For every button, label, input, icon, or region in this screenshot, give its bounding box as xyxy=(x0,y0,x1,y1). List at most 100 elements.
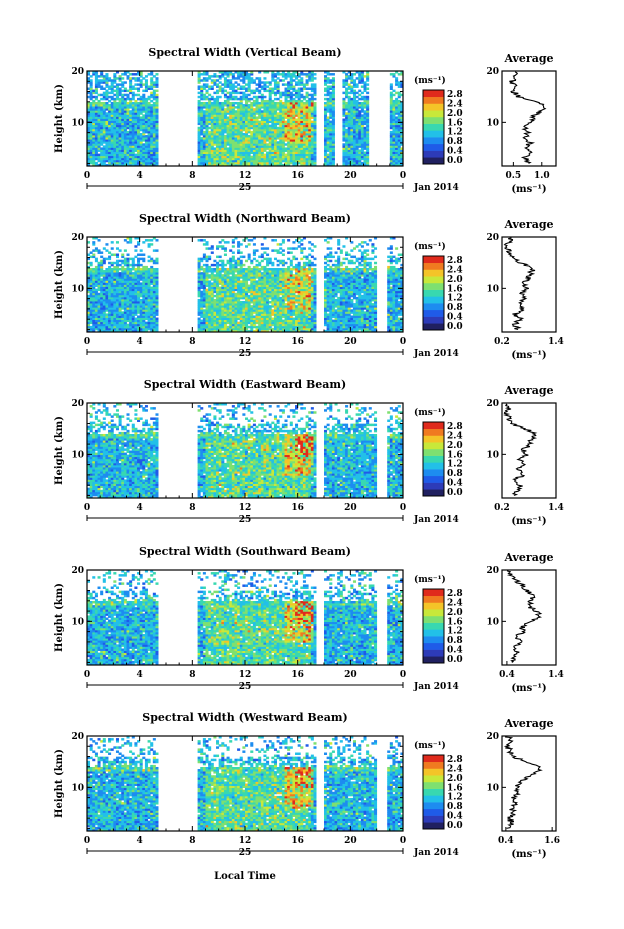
heatmap-cell xyxy=(213,141,217,144)
heatmap-cell xyxy=(123,143,127,146)
heatmap-cell xyxy=(239,95,243,99)
heatmap-cell xyxy=(347,118,351,121)
heatmap-cell xyxy=(213,122,217,126)
heatmap-cell xyxy=(105,157,109,161)
heatmap-cell xyxy=(137,153,141,157)
heatmap-cell xyxy=(263,139,267,142)
heatmap-cell xyxy=(210,116,214,119)
heatmap-cell xyxy=(126,163,130,167)
heatmap-cell xyxy=(302,161,306,165)
heatmap-cell xyxy=(129,124,133,128)
heatmap-cell xyxy=(218,157,222,161)
heatmap-cell xyxy=(245,132,249,136)
heatmap-cell xyxy=(108,122,112,126)
heatmap-cell xyxy=(305,139,309,142)
heatmap-cell xyxy=(134,87,138,90)
heatmap-cell xyxy=(355,143,359,146)
heatmap-cell xyxy=(395,120,399,124)
heatmap-cell xyxy=(331,101,335,105)
heatmap-cell xyxy=(302,104,306,107)
heatmap-cell xyxy=(305,153,309,157)
heatmap-cell xyxy=(226,128,230,132)
heatmap-cell xyxy=(218,114,222,117)
heatmap-cell xyxy=(142,161,146,165)
heatmap-cell xyxy=(92,141,96,144)
heatmap-cell xyxy=(150,122,154,126)
heatmap-cell xyxy=(245,122,249,126)
heatmap-cell xyxy=(234,89,238,93)
heatmap-cell xyxy=(279,124,283,128)
heatmap-cell xyxy=(150,104,154,107)
heatmap-cell xyxy=(352,106,356,109)
heatmap-cell xyxy=(221,114,225,117)
heatmap-cell xyxy=(97,93,101,97)
heatmap-cell xyxy=(234,120,238,124)
heatmap-cell xyxy=(200,101,204,105)
heatmap-cell xyxy=(313,135,317,138)
heatmap-cell xyxy=(326,118,330,121)
heatmap-cell xyxy=(271,153,275,157)
heatmap-cell xyxy=(94,163,98,167)
heatmap-cell xyxy=(226,151,230,155)
heatmap-cell xyxy=(144,97,148,101)
heatmap-cell xyxy=(139,106,143,109)
heatmap-cell xyxy=(115,124,119,128)
heatmap-cell xyxy=(242,104,246,107)
heatmap-cell xyxy=(347,108,351,111)
heatmap-cell xyxy=(258,149,262,152)
heatmap-cell xyxy=(250,124,254,128)
heatmap-cell xyxy=(326,132,330,136)
heatmap-cell xyxy=(395,110,399,113)
heatmap-cell xyxy=(400,101,404,105)
heatmap-cell xyxy=(310,124,314,128)
heatmap-cell xyxy=(152,110,156,113)
heatmap-cell xyxy=(237,163,241,167)
heatmap-cell xyxy=(268,151,272,155)
heatmap-cell xyxy=(313,122,317,126)
heatmap-cell xyxy=(310,143,314,146)
heatmap-cell xyxy=(115,101,119,105)
heatmap-cell xyxy=(329,151,333,155)
heatmap-cell xyxy=(197,104,201,107)
heatmap-cell xyxy=(152,145,156,148)
heatmap-cell xyxy=(302,116,306,119)
heatmap-cell xyxy=(221,163,225,167)
heatmap-cell xyxy=(129,73,133,76)
heatmap-cell xyxy=(292,147,296,150)
heatmap-cell xyxy=(197,101,201,105)
heatmap-cell xyxy=(231,95,235,99)
heatmap-cell xyxy=(97,122,101,126)
heatmap-cell xyxy=(142,106,146,109)
heatmap-cell xyxy=(100,159,104,163)
heatmap-cell xyxy=(242,153,246,157)
heatmap-cell xyxy=(92,108,96,111)
heatmap-cell xyxy=(258,110,262,113)
heatmap-cell xyxy=(237,145,241,148)
heatmap-cell xyxy=(355,106,359,109)
heatmap-cell xyxy=(131,149,135,152)
heatmap-cell xyxy=(363,155,367,159)
heatmap-cell xyxy=(363,163,367,167)
heatmap-cell xyxy=(350,132,354,136)
heatmap-cell xyxy=(297,145,301,148)
heatmap-cell xyxy=(263,163,267,167)
heatmap-cell xyxy=(352,149,356,152)
heatmap-cell xyxy=(231,145,235,148)
y-axis-label: Height (km) xyxy=(54,84,65,153)
heatmap-cell xyxy=(392,132,396,136)
heatmap-cell xyxy=(213,114,217,117)
heatmap-cell xyxy=(255,106,259,109)
heatmap-cell xyxy=(268,106,272,109)
heatmap-cell xyxy=(284,126,288,130)
heatmap-cell xyxy=(366,151,370,155)
heatmap-cell xyxy=(94,110,98,113)
heatmap-cell xyxy=(324,122,328,126)
heatmap-cell xyxy=(329,114,333,117)
heatmap-cell xyxy=(144,155,148,159)
profile-x-label: (ms⁻¹) xyxy=(511,184,546,195)
heatmap-cell xyxy=(150,147,154,150)
heatmap-cell xyxy=(347,110,351,113)
heatmap-cell xyxy=(229,151,233,155)
heatmap-cell xyxy=(92,143,96,146)
heatmap-cell xyxy=(350,124,354,128)
